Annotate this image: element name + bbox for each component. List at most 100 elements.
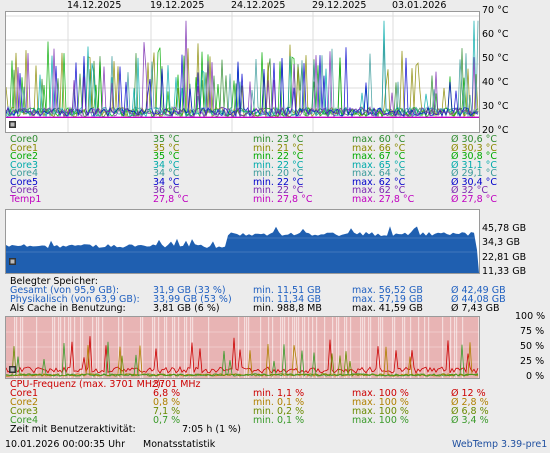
cpu-load-legend-min: min. 1,1 % bbox=[253, 388, 305, 399]
cpu-frequency-gap bbox=[454, 317, 456, 378]
temperature-legend-max: max. 67 °C bbox=[352, 151, 406, 162]
memory-header: Belegter Speicher: bbox=[10, 276, 98, 287]
cpu-load-legend-max: max. 100 % bbox=[352, 406, 409, 417]
cpu-frequency-gap bbox=[74, 317, 76, 378]
temperature-legend-avg: Ø 27,8 °C bbox=[451, 193, 498, 205]
temperature-legend-avg: Ø 30,3 °C bbox=[451, 142, 498, 154]
temperature-legend-min: min. 22 °C bbox=[253, 185, 304, 196]
cpu-frequency-gap bbox=[394, 317, 396, 378]
cpu-frequency-gap bbox=[478, 317, 479, 378]
temperature-legend-row: Core2 35 °C min. 22 °C max. 67 °C Ø 30,8 °C bbox=[10, 152, 550, 162]
memory-legend-avg: Ø 44,08 GB bbox=[451, 294, 506, 305]
memory-legend-current: 33,99 GB (53 %) bbox=[153, 294, 232, 305]
cpu-frequency-gap bbox=[368, 317, 370, 378]
temperature-legend-min: min. 22 °C bbox=[253, 151, 304, 162]
cpu-frequency-gap bbox=[308, 317, 310, 378]
cpu-load-legend-current: 6,8 % bbox=[153, 388, 181, 399]
cpu-frequency-gap bbox=[288, 317, 290, 378]
cpu-load-legend-min: min. 0,1 % bbox=[253, 415, 305, 426]
cpu-load-legend-max: max. 100 % bbox=[352, 415, 409, 426]
temperature-legend-max: max. 64 °C bbox=[352, 168, 406, 179]
cpu-frequency-gap bbox=[380, 317, 382, 378]
temperature-series-line bbox=[6, 47, 479, 119]
cpu-frequency-gap bbox=[304, 317, 306, 378]
memory-chip-icon bbox=[8, 257, 17, 266]
cpu-frequency-gap bbox=[316, 317, 318, 378]
cpu-frequency-gap bbox=[172, 317, 174, 378]
cpu-load-chart bbox=[5, 316, 480, 379]
temperature-legend-name: Core1 bbox=[10, 142, 39, 154]
memory-legend-avg: Ø 42,49 GB bbox=[451, 285, 506, 296]
temperature-legend-name: Core6 bbox=[10, 185, 39, 196]
temperature-series-line bbox=[6, 20, 479, 119]
temperature-legend-current: 35 °C bbox=[153, 151, 180, 162]
cpu-load-legend-row: Core3 7,1 % min. 0,2 % max. 100 % Ø 6,8 % bbox=[10, 407, 550, 417]
temperature-legend-max: max. 66 °C bbox=[352, 142, 406, 154]
tick-label: 0 % bbox=[526, 371, 545, 382]
tick-label: 40 °C bbox=[482, 77, 509, 88]
memory-legend-row: Gesamt (von 95,9 GB): 31,9 GB (33 %) min. … bbox=[10, 286, 550, 296]
cpu-load-legend-row: Core2 0,8 % min. 0,1 % max. 100 % Ø 2,8 % bbox=[10, 398, 550, 408]
cpu-frequency-gap bbox=[142, 317, 144, 378]
cpu-load-series-line bbox=[6, 336, 479, 374]
cpu-frequency-gap bbox=[238, 317, 240, 378]
cpu-frequency-gap bbox=[60, 317, 62, 378]
cpu-frequency-gap bbox=[208, 317, 210, 378]
temperature-legend-max: max. 65 °C bbox=[352, 159, 406, 171]
cpu-frequency-gap bbox=[332, 317, 334, 378]
tick-label: 25 % bbox=[520, 356, 545, 367]
temperature-legend-row: Core4 34 °C min. 20 °C max. 64 °C Ø 29,1 °C bbox=[10, 169, 550, 179]
cpu-frequency-gap bbox=[442, 317, 444, 378]
cpu-frequency-gap bbox=[80, 317, 82, 378]
cpu-load-legend-min: min. 0,1 % bbox=[253, 397, 305, 408]
temperature-legend-avg: Ø 30,4 °C bbox=[451, 176, 498, 188]
cpu-frequency-gap bbox=[70, 317, 72, 378]
cpu-load-series-line bbox=[6, 341, 479, 377]
cpu-frequency-gap bbox=[184, 317, 186, 378]
memory-legend-max: max. 41,59 GB bbox=[352, 303, 423, 314]
cpu-load-legend-avg: Ø 6,8 % bbox=[451, 406, 489, 417]
cpu-load-legend-current: 7,1 % bbox=[153, 406, 181, 417]
temperature-legend-min: min. 27,8 °C bbox=[253, 193, 313, 205]
cpu-frequency-gap bbox=[456, 317, 458, 378]
temperature-legend-min: min. 22 °C bbox=[253, 176, 304, 188]
cpu-load-plot bbox=[6, 317, 479, 378]
memory-legend-avg: Ø 7,43 GB bbox=[451, 303, 500, 314]
tick-label: 34,3 GB bbox=[482, 237, 521, 248]
cpu-frequency-row: CPU-Frequenz (max. 3701 MHz): 3701 MHz bbox=[10, 380, 550, 390]
cpu-frequency-gap bbox=[98, 317, 100, 378]
tick-label: 100 % bbox=[515, 311, 546, 322]
temperature-legend-current: 34 °C bbox=[153, 159, 180, 171]
temperature-legend-row: Core3 34 °C min. 22 °C max. 65 °C Ø 31,1 °C bbox=[10, 159, 550, 171]
cpu-frequency-gap bbox=[52, 317, 54, 378]
cpu-frequency-value: 3701 MHz bbox=[153, 379, 201, 390]
cpu-frequency-gap bbox=[336, 317, 338, 378]
cpu-load-legend-current: 0,8 % bbox=[153, 397, 181, 408]
cpu-load-legend-name: Core1 bbox=[10, 388, 39, 399]
temperature-legend-row: Core6 36 °C min. 22 °C max. 62 °C Ø 32 °C bbox=[10, 186, 550, 196]
cpu-frequency-gap bbox=[16, 317, 18, 378]
cpu-frequency-gap bbox=[296, 317, 298, 378]
cpu-load-legend-name: Core2 bbox=[10, 397, 39, 408]
date-axis: 14.12.2025 19.12.2025 24.12.2025 29.12.2… bbox=[0, 1, 550, 11]
temperature-legend-row: Temp1 27,8 °C min. 27,8 °C max. 27,8 °C Ø 27… bbox=[10, 193, 550, 205]
cpu-frequency-gap bbox=[292, 317, 294, 378]
cpu-frequency-gap bbox=[118, 317, 120, 378]
cpu-load-legend-min: min. 0,2 % bbox=[253, 406, 305, 417]
cpu-frequency-gap bbox=[244, 317, 246, 378]
temperature-legend-current: 27,8 °C bbox=[153, 193, 189, 205]
cpu-frequency-gap bbox=[312, 317, 314, 378]
memory-chart bbox=[5, 209, 480, 274]
memory-legend-current: 31,9 GB (33 %) bbox=[153, 285, 226, 296]
tick-label: 20 °C bbox=[482, 125, 509, 136]
cpu-frequency-gap bbox=[154, 317, 156, 378]
cpu-frequency-gap bbox=[54, 317, 56, 378]
cpu-frequency-label: CPU-Frequenz (max. 3701 MHz): bbox=[10, 379, 164, 390]
temperature-legend-current: 34 °C bbox=[153, 168, 180, 179]
cpu-frequency-gap bbox=[178, 317, 180, 378]
temperature-legend-max: max. 60 °C bbox=[352, 134, 406, 145]
cpu-frequency-gap bbox=[22, 317, 24, 378]
temperature-legend-min: min. 23 °C bbox=[253, 134, 304, 145]
tick-label: 50 °C bbox=[482, 53, 509, 64]
temperature-legend-current: 34 °C bbox=[153, 176, 180, 188]
